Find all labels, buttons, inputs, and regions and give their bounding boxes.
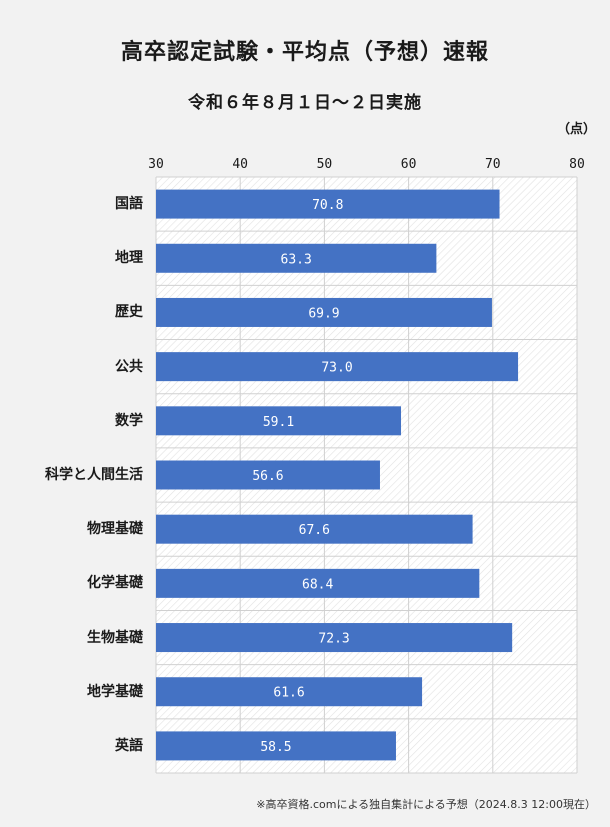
bar-value-label: 72.3 — [318, 632, 349, 647]
bar-value-label: 70.8 — [312, 198, 343, 213]
bar — [156, 731, 396, 761]
x-tick-label: 70 — [485, 157, 501, 172]
category-label: 歴史 — [115, 304, 143, 321]
x-tick-label: 30 — [148, 157, 164, 172]
bar-value-label: 61.6 — [273, 686, 304, 701]
bar — [156, 460, 380, 490]
bar — [156, 568, 480, 598]
category-label: 国語 — [115, 196, 143, 213]
x-tick-label: 50 — [317, 157, 333, 172]
bar-value-label: 69.9 — [308, 306, 339, 321]
bar-value-label: 58.5 — [260, 740, 291, 755]
category-label: 生物基礎 — [87, 629, 143, 646]
bar — [156, 189, 500, 219]
category-label: 数学 — [115, 412, 143, 429]
category-label: 地学基礎 — [87, 683, 143, 700]
bar-value-label: 56.6 — [252, 469, 283, 484]
category-label: 科学と人間生活 — [45, 467, 143, 483]
bar-value-label: 68.4 — [302, 577, 333, 592]
bar — [156, 406, 402, 436]
source-note: ※高卒資格.comによる独自集計による予想（2024.8.3 12:00現在） — [256, 798, 596, 811]
category-label: 英語 — [115, 737, 143, 754]
x-tick-label: 60 — [401, 157, 417, 172]
category-label: 化学基礎 — [87, 575, 143, 592]
unit-label: （点） — [556, 122, 596, 137]
bar-value-label: 67.6 — [299, 523, 330, 538]
x-tick-label: 40 — [232, 157, 248, 172]
bar-value-label: 63.3 — [281, 252, 312, 267]
bar — [156, 297, 492, 327]
bar-value-label: 73.0 — [321, 361, 352, 376]
bar — [156, 623, 513, 653]
bar — [156, 677, 423, 707]
bar — [156, 352, 519, 382]
bar — [156, 243, 437, 273]
category-label: 地理 — [115, 250, 143, 267]
bar — [156, 514, 473, 544]
chart-title: 高卒認定試験・平均点（予想）速報 — [120, 40, 489, 65]
bar-value-label: 59.1 — [263, 415, 294, 430]
chart-subtitle: 令和６年８月１日〜２日実施 — [188, 93, 422, 113]
x-tick-label: 80 — [569, 157, 585, 172]
category-label: 公共 — [115, 358, 143, 375]
category-label: 物理基礎 — [87, 521, 143, 538]
